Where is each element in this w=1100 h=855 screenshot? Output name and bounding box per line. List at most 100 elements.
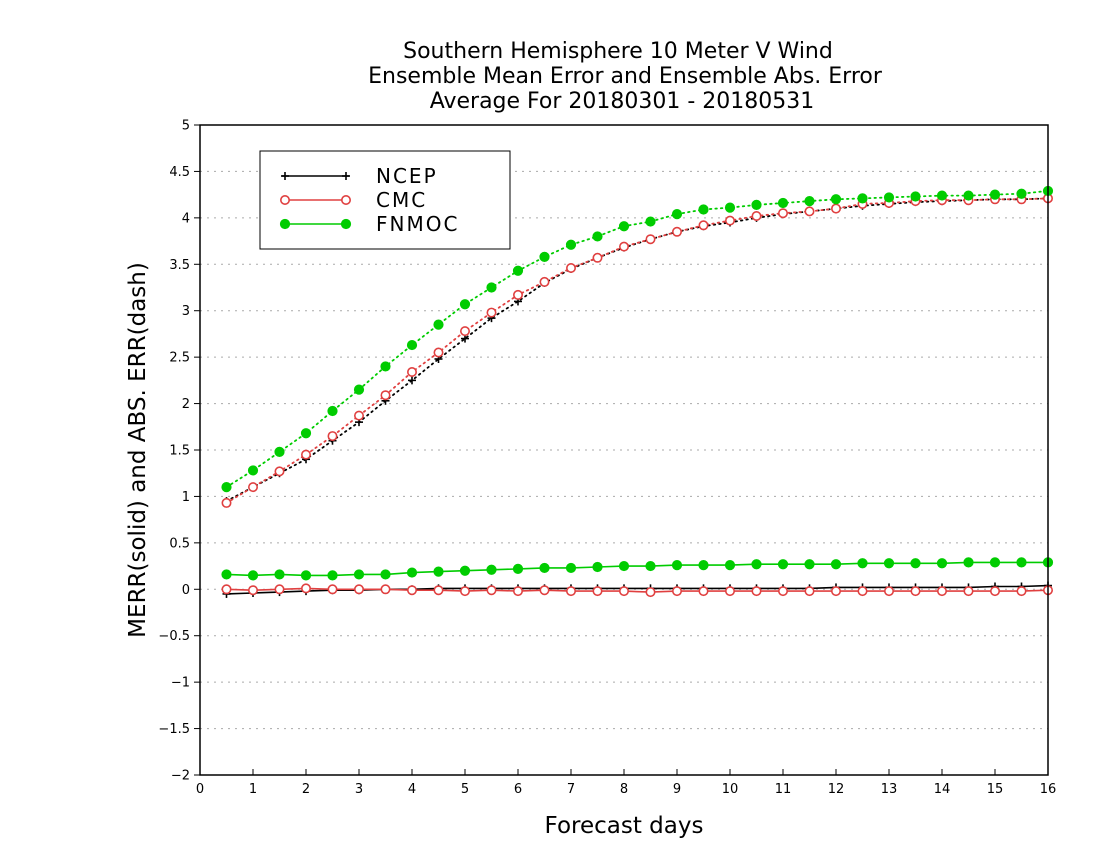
fnmoc-abs-error-point bbox=[910, 191, 921, 202]
y-axis-label: MERR(solid) and ABS. ERR(dash) bbox=[125, 262, 151, 638]
fnmoc-abs-error-point bbox=[274, 446, 285, 457]
legend-marker-ncep bbox=[342, 172, 350, 180]
fnmoc-mean-error-line bbox=[226, 561, 1048, 577]
cmc-mean-error-point bbox=[565, 586, 576, 597]
fnmoc-mean-error-point bbox=[804, 559, 815, 570]
cmc-mean-error-point bbox=[910, 586, 921, 597]
series-ncep bbox=[222, 194, 1052, 598]
y-tick-label: 2 bbox=[182, 397, 190, 412]
fnmoc-mean-error-point bbox=[724, 560, 736, 571]
legend-label-fnmoc: FNMOC bbox=[376, 212, 459, 236]
fnmoc-mean-error-point bbox=[565, 562, 577, 574]
cmc-mean-error-point bbox=[830, 586, 841, 597]
series-cmc bbox=[221, 193, 1054, 598]
cmc-abs-error-point bbox=[539, 276, 550, 287]
fnmoc-mean-error-point bbox=[777, 559, 789, 570]
y-tick-label: 4 bbox=[182, 211, 190, 226]
cmc-abs-error-point bbox=[327, 431, 338, 442]
fnmoc-abs-error-point bbox=[353, 384, 365, 395]
legend-marker-cmc bbox=[340, 195, 351, 206]
fnmoc-abs-error-point bbox=[327, 405, 338, 417]
cmc-mean-error-point bbox=[618, 586, 629, 597]
y-tick-label: −0.5 bbox=[158, 629, 190, 644]
cmc-abs-error-point bbox=[300, 449, 311, 460]
legend-marker-cmc bbox=[279, 195, 290, 206]
fnmoc-abs-error-point bbox=[830, 194, 842, 205]
legend-label-cmc: CMC bbox=[376, 188, 427, 212]
y-tick-label: −1 bbox=[171, 676, 190, 691]
chart-title-line-2: Ensemble Mean Error and Ensemble Abs. Er… bbox=[368, 64, 883, 89]
legend-label-ncep: NCEP bbox=[376, 164, 438, 188]
cmc-mean-error-point bbox=[380, 584, 391, 595]
fnmoc-abs-error-point bbox=[857, 193, 868, 204]
fnmoc-mean-error-point bbox=[751, 559, 762, 570]
cmc-abs-error-point bbox=[221, 497, 232, 508]
y-tick-label: 3 bbox=[182, 304, 190, 319]
cmc-abs-error-point bbox=[830, 203, 841, 214]
cmc-mean-error-point bbox=[857, 586, 868, 597]
cmc-mean-error-point bbox=[221, 584, 232, 595]
x-axis-ticks: 0 1 2 3 4 5 6 7 8 9 10 11 12 13 14 15 16 bbox=[196, 769, 1056, 797]
cmc-mean-error-point bbox=[539, 585, 550, 596]
x-tick-label: 0 bbox=[196, 782, 204, 797]
fnmoc-mean-error-point bbox=[380, 569, 391, 580]
fnmoc-mean-error-point bbox=[327, 570, 338, 581]
fnmoc-abs-error-point bbox=[300, 428, 312, 439]
x-tick-label: 14 bbox=[934, 782, 951, 797]
x-tick-label: 11 bbox=[775, 782, 792, 797]
legend-entry-fnmoc: FNMOC bbox=[279, 212, 459, 236]
cmc-abs-error-point bbox=[380, 390, 391, 401]
fnmoc-abs-error-point bbox=[724, 202, 736, 213]
fnmoc-abs-error-point bbox=[539, 251, 550, 262]
x-tick-label: 16 bbox=[1040, 782, 1057, 797]
fnmoc-mean-error-point bbox=[671, 560, 683, 571]
fnmoc-mean-error-point bbox=[857, 558, 868, 569]
x-tick-label: 1 bbox=[249, 782, 257, 797]
fnmoc-mean-error-point bbox=[645, 560, 656, 572]
fnmoc-mean-error-point bbox=[618, 560, 630, 572]
x-tick-label: 13 bbox=[881, 782, 898, 797]
cmc-abs-error-point bbox=[486, 307, 497, 318]
legend-marker-fnmoc bbox=[279, 218, 291, 230]
fnmoc-mean-error-point bbox=[1016, 557, 1027, 568]
cmc-mean-error-point bbox=[804, 586, 815, 597]
y-tick-label: 1.5 bbox=[169, 444, 190, 459]
cmc-mean-error-point bbox=[406, 585, 417, 596]
fnmoc-abs-error-point bbox=[645, 216, 656, 227]
x-tick-label: 9 bbox=[673, 782, 681, 797]
fnmoc-abs-error-point bbox=[883, 192, 895, 203]
y-tick-label: 4.5 bbox=[169, 165, 190, 180]
cmc-mean-error-point bbox=[486, 585, 497, 596]
chart-title: Southern Hemisphere 10 Meter V Wind Ense… bbox=[368, 39, 883, 114]
cmc-mean-error-point bbox=[698, 586, 709, 597]
x-tick-label: 6 bbox=[514, 782, 522, 797]
x-axis-label: Forecast days bbox=[545, 813, 704, 839]
fnmoc-abs-error-point bbox=[459, 299, 471, 310]
legend-entry-ncep: NCEP bbox=[281, 164, 438, 188]
y-tick-label: 5 bbox=[182, 119, 190, 134]
cmc-mean-error-point bbox=[671, 586, 682, 597]
fnmoc-mean-error-point bbox=[353, 569, 365, 580]
fnmoc-abs-error-point bbox=[1016, 188, 1027, 199]
cmc-mean-error-point bbox=[353, 584, 364, 595]
fnmoc-abs-error-point bbox=[247, 465, 259, 476]
cmc-abs-error-point bbox=[433, 347, 444, 358]
cmc-mean-error-point bbox=[327, 584, 338, 595]
x-tick-label: 7 bbox=[567, 782, 575, 797]
cmc-abs-error-point bbox=[353, 410, 364, 421]
x-tick-label: 10 bbox=[722, 782, 739, 797]
fnmoc-mean-error-point bbox=[274, 569, 285, 580]
y-tick-label: 2.5 bbox=[169, 351, 190, 366]
cmc-mean-error-point bbox=[300, 583, 311, 594]
fnmoc-abs-error-point bbox=[512, 265, 524, 276]
cmc-abs-error-point bbox=[698, 220, 709, 231]
cmc-mean-error-point bbox=[459, 586, 470, 597]
cmc-mean-error-point bbox=[512, 586, 523, 597]
fnmoc-abs-error-point bbox=[221, 482, 232, 493]
legend-entry-cmc: CMC bbox=[279, 188, 427, 212]
fnmoc-abs-error-point bbox=[751, 199, 762, 210]
cmc-abs-error-point bbox=[565, 262, 576, 273]
